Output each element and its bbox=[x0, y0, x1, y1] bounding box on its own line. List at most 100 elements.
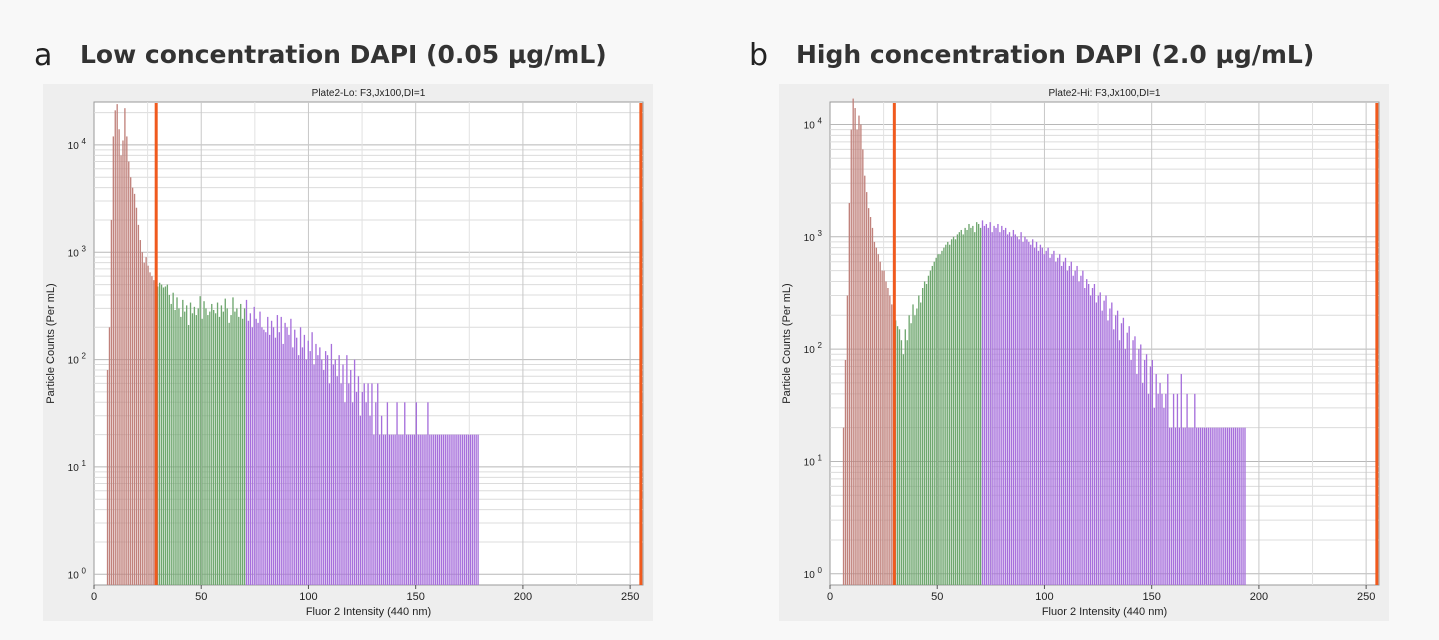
histogram-bar bbox=[367, 383, 369, 585]
histogram-bar bbox=[168, 294, 170, 585]
histogram-bar bbox=[340, 383, 342, 585]
histogram-bar bbox=[1126, 332, 1128, 585]
histogram-bar bbox=[1016, 236, 1018, 585]
histogram-bar bbox=[844, 360, 847, 585]
histogram-bar bbox=[993, 225, 995, 586]
histogram-bar bbox=[186, 305, 188, 585]
histogram-bar bbox=[473, 434, 475, 585]
histogram-bar bbox=[406, 434, 408, 585]
histogram-bar bbox=[1115, 315, 1117, 585]
histogram-bar bbox=[122, 140, 124, 585]
x-tick-label: 50 bbox=[931, 591, 943, 603]
histogram-bar bbox=[236, 308, 238, 585]
histogram-bar bbox=[245, 299, 248, 585]
histogram-bar bbox=[409, 434, 412, 585]
y-tick-label: 10 1 bbox=[68, 459, 87, 474]
histogram-bar bbox=[904, 329, 906, 585]
histogram-bar bbox=[174, 309, 176, 585]
x-tick-label: 250 bbox=[1357, 591, 1375, 603]
histogram-chart-a: Plate2-Lo: F3,Jx100,DI=1 0 50 100 150 200 250 1… bbox=[45, 88, 644, 618]
histogram-bar bbox=[941, 250, 943, 585]
histogram-bar bbox=[334, 359, 336, 585]
panel-title-b: High concentration DAPI (2.0 µg/mL) bbox=[796, 40, 1315, 69]
histogram-bar bbox=[463, 434, 466, 585]
histogram-bar bbox=[1118, 340, 1121, 585]
histogram-bar bbox=[1186, 393, 1188, 585]
gate-line[interactable] bbox=[1375, 103, 1379, 585]
histogram-bar bbox=[425, 434, 427, 585]
histogram-bar bbox=[873, 241, 876, 586]
histogram-bar bbox=[1205, 427, 1208, 585]
histogram-bar bbox=[1128, 326, 1130, 585]
histogram-bar bbox=[209, 311, 211, 585]
y-tick-label: 10 1 bbox=[804, 453, 823, 468]
histogram-bar bbox=[110, 219, 113, 585]
histogram-bar bbox=[937, 254, 939, 585]
histogram-bar bbox=[431, 434, 433, 585]
histogram-bar bbox=[187, 325, 190, 585]
histogram-bar bbox=[931, 265, 933, 585]
histogram-bar bbox=[143, 262, 145, 585]
histogram-bar bbox=[1113, 329, 1115, 585]
y-tick-label: 10 0 bbox=[804, 566, 823, 581]
histogram-bar bbox=[1174, 427, 1177, 585]
x-tick-label: 200 bbox=[1250, 591, 1268, 603]
histogram-bar bbox=[864, 175, 866, 585]
histogram-bar bbox=[268, 334, 271, 585]
gate-line[interactable] bbox=[154, 103, 158, 585]
histogram-bar bbox=[846, 295, 849, 585]
histogram-bar bbox=[1238, 427, 1240, 585]
histogram-bar bbox=[974, 232, 976, 585]
histogram-bar bbox=[184, 311, 186, 585]
histogram-bar bbox=[976, 222, 978, 585]
histogram-bar bbox=[203, 301, 205, 585]
histogram-bar bbox=[1221, 427, 1223, 585]
histogram-bar bbox=[883, 270, 885, 585]
histogram-bar bbox=[371, 383, 373, 585]
histogram-bar bbox=[1172, 393, 1175, 585]
histogram-bar bbox=[1140, 344, 1142, 585]
histogram-bar bbox=[900, 340, 903, 585]
histogram-bar bbox=[118, 129, 120, 585]
histogram-bar bbox=[1055, 261, 1057, 585]
histogram-bar bbox=[933, 261, 935, 585]
histogram-bar bbox=[363, 383, 365, 585]
histogram-bar bbox=[906, 340, 908, 585]
histogram-bar bbox=[471, 434, 473, 585]
histogram-bar bbox=[475, 434, 477, 585]
histogram-bar bbox=[858, 115, 860, 585]
gate-line[interactable] bbox=[892, 103, 896, 585]
histogram-bar bbox=[964, 227, 966, 586]
histogram-bar bbox=[1024, 236, 1026, 585]
histogram-bar bbox=[1219, 427, 1221, 585]
histogram-bar bbox=[866, 192, 868, 585]
histogram-bar bbox=[151, 276, 153, 585]
histogram-bar bbox=[336, 376, 338, 585]
histogram-bar bbox=[307, 340, 309, 585]
histogram-bar bbox=[1234, 427, 1237, 585]
histogram-bar bbox=[253, 306, 255, 585]
histogram-bar bbox=[259, 311, 261, 585]
histogram-bar bbox=[427, 402, 429, 585]
histogram-bar bbox=[153, 280, 155, 585]
histogram-bar bbox=[319, 347, 321, 585]
histogram-bar bbox=[1049, 257, 1051, 585]
histogram-bar bbox=[342, 364, 344, 585]
histogram-bar bbox=[379, 434, 381, 585]
histogram-bar bbox=[867, 208, 870, 585]
histogram-bar bbox=[1035, 241, 1038, 586]
histogram-bar bbox=[282, 343, 284, 585]
gate-line[interactable] bbox=[639, 103, 643, 585]
histogram-bar bbox=[164, 286, 167, 585]
histogram-bar bbox=[438, 434, 441, 585]
chart-box-b: Plate2-Hi: F3,Jx100,DI=1 0 50 100 150 200 250 1… bbox=[779, 84, 1389, 621]
y-tick-label: 10 3 bbox=[68, 244, 87, 259]
histogram-bar bbox=[265, 332, 267, 585]
histogram-bar bbox=[423, 434, 425, 585]
histogram-bar bbox=[1190, 427, 1192, 585]
histogram-bar bbox=[440, 434, 443, 585]
histogram-bar bbox=[1130, 360, 1132, 585]
histogram-bar bbox=[1165, 393, 1167, 585]
histogram-bar bbox=[1136, 374, 1138, 585]
histogram-bar bbox=[243, 308, 246, 585]
